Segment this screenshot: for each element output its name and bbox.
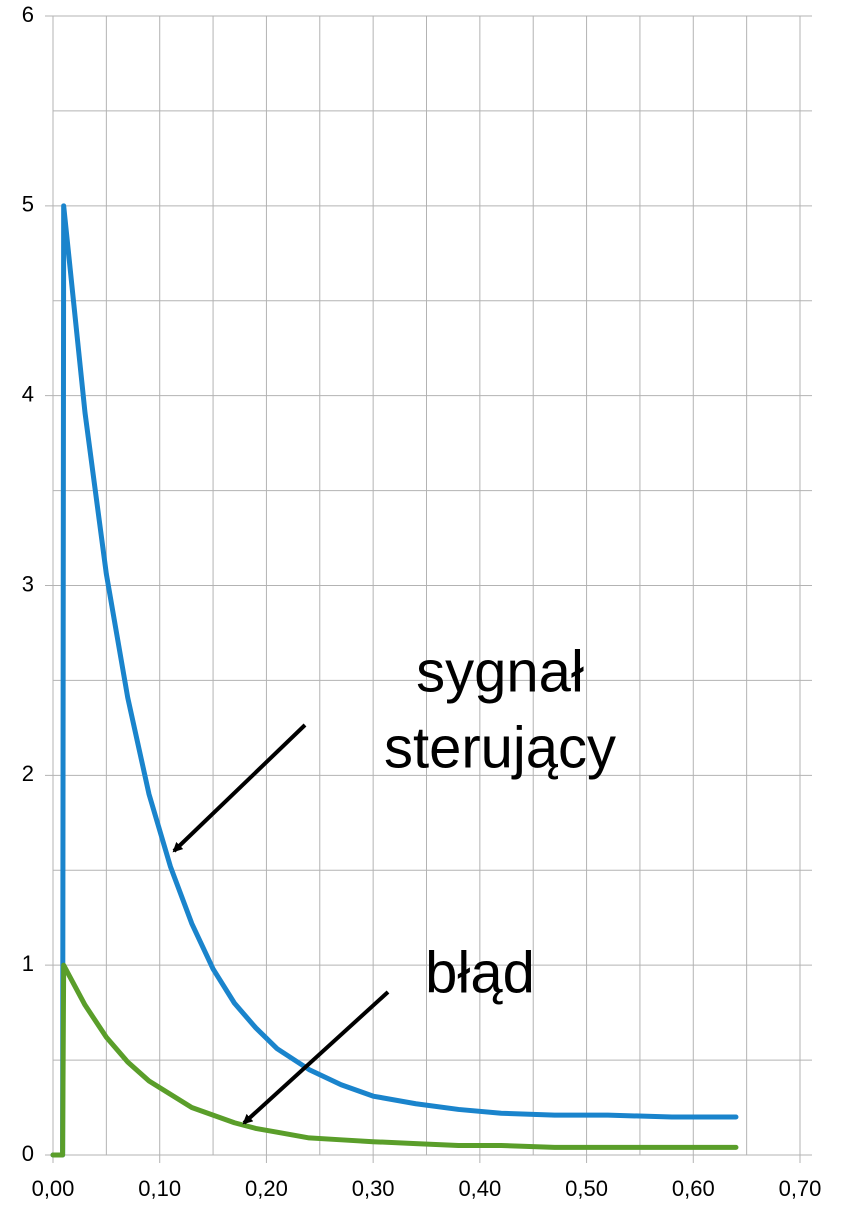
y-tick-label: 4: [22, 381, 34, 406]
annotation: sygnał: [416, 639, 584, 704]
y-tick-label: 6: [22, 2, 34, 27]
x-tick-label: 0,40: [458, 1176, 501, 1201]
data-line: [50, 962, 739, 1158]
x-tick-label: 0,50: [565, 1176, 608, 1201]
data-line: [50, 203, 739, 1158]
arrow: [172, 723, 307, 853]
x-tick-label: 0,70: [779, 1176, 822, 1201]
y-tick-label: 2: [22, 761, 34, 786]
y-tick-label: 1: [22, 951, 34, 976]
annotation: sterujący: [384, 715, 616, 780]
y-tick-label: 0: [22, 1141, 34, 1166]
annotation: błąd: [425, 940, 535, 1005]
x-tick-label: 0,20: [245, 1176, 288, 1201]
x-tick-label: 0,30: [352, 1176, 395, 1201]
x-tick-label: 0,00: [32, 1176, 75, 1201]
arrow: [242, 990, 390, 1125]
x-tick-label: 0,10: [138, 1176, 181, 1201]
lines: [50, 203, 739, 1158]
x-tick-label: 0,60: [672, 1176, 715, 1201]
y-tick-label: 5: [22, 192, 34, 217]
y-tick-label: 3: [22, 571, 34, 596]
